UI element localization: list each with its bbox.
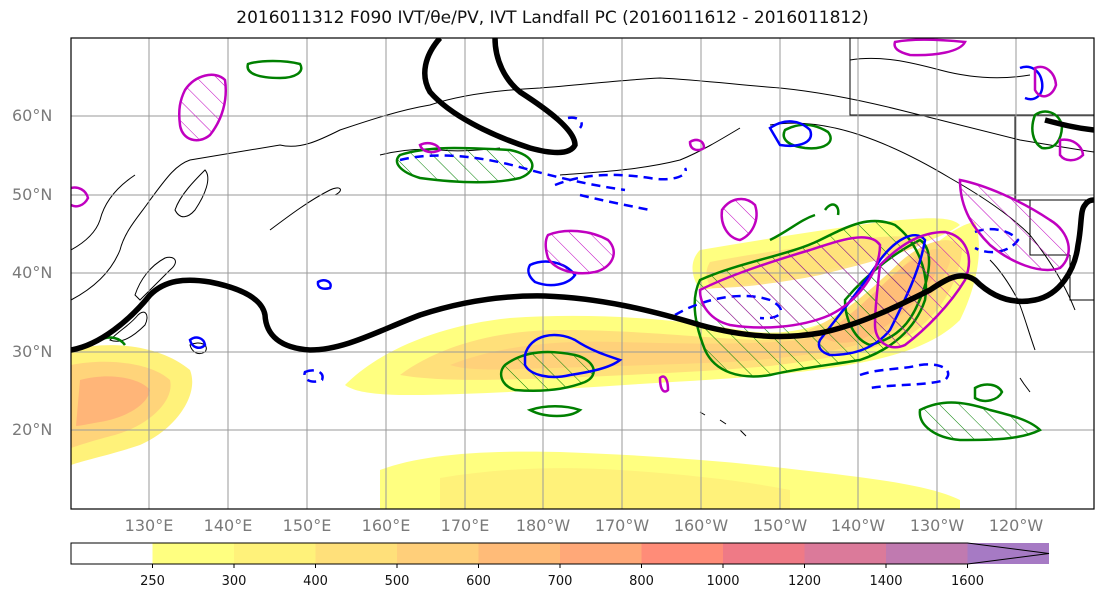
lon-label-160w: 160°W [673,516,729,535]
bold-contour-lines [71,38,1094,353]
lon-label-130w: 130°W [909,516,965,535]
colorbar-tick-label: 700 [547,574,573,589]
colorbar-tick-label: 250 [140,574,165,589]
lon-label-160e: 160°E [361,516,411,535]
colorbar-segment [723,543,805,564]
lon-label-120w: 120°W [988,516,1044,535]
colorbar-segment [234,543,316,564]
colorbar-tick-label: 600 [466,574,491,589]
colorbar-tick-label: 1600 [950,574,985,589]
colorbar-tick-label: 800 [629,574,654,589]
lat-label-50n: 50°N [12,185,53,204]
lat-label-20n: 20°N [12,420,53,439]
lon-label-140w: 140°W [830,516,886,535]
colorbar-outline [70,542,1050,565]
colorbar [70,542,1050,568]
colorbar-tick-label: 300 [221,574,247,589]
lon-label-180w: 180°W [515,516,571,535]
colorbar-tick-label: 1200 [787,574,822,589]
colorbar-segment [641,543,724,564]
colorbar-segment-below [71,543,153,564]
colorbar-segment [886,543,968,564]
lat-label-60n: 60°N [12,106,53,125]
colorbar-segment [152,543,235,564]
lat-label-40n: 40°N [12,263,53,282]
lon-label-170e: 170°E [440,516,490,535]
colorbar-extend-arrow [967,543,1049,564]
lon-label-130e: 130°E [124,516,174,535]
colorbar-tick-label: 400 [303,574,328,589]
map-title: 2016011312 F090 IVT/θe/PV, IVT Landfall … [236,8,869,28]
theta-e-contours [71,38,1085,393]
lat-label-30n: 30°N [12,342,53,361]
lon-label-150w: 150°W [752,516,808,535]
lon-label-150e: 150°E [282,516,332,535]
colorbar-tick-label: 1000 [706,574,740,589]
lon-label-140e: 140°E [203,516,253,535]
colorbar-segment [397,543,479,564]
colorbar-segment [478,543,561,564]
lon-label-170w: 170°W [594,516,650,535]
colorbar-segment [315,543,398,564]
colorbar-segment [804,543,887,564]
map-frame [70,37,1095,510]
colorbar-tick-label: 1400 [869,574,903,589]
colorbar-segment [560,543,642,564]
colorbar-tick-label: 500 [384,574,410,589]
